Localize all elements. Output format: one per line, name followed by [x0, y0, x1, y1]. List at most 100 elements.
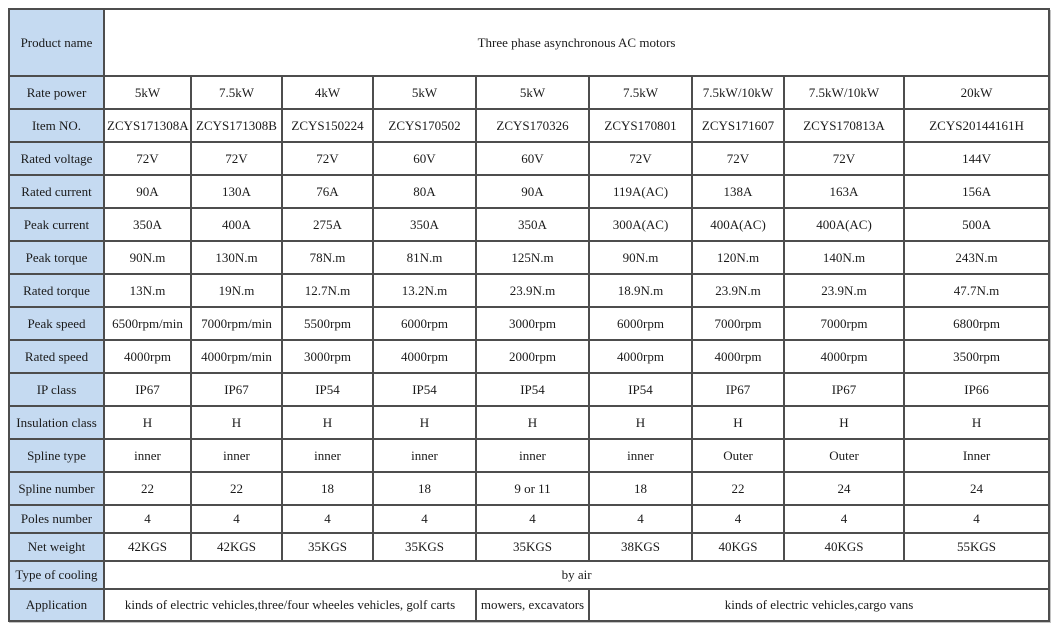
spec-cell: 24	[783, 471, 905, 506]
spec-cell: 4	[588, 504, 693, 534]
spec-cell: 140N.m	[783, 240, 905, 275]
spec-table-head: Product name Three phase asynchronous AC…	[8, 8, 1051, 77]
spec-cell: 4000rpm/min	[190, 339, 283, 374]
table-row: Peak current 350A 400A 275A 350A 350A 300A(AC)…	[8, 207, 1051, 242]
spec-cell: 4	[190, 504, 283, 534]
spec-cell: ZCYS170801	[588, 108, 693, 143]
spec-cell: 300A(AC)	[588, 207, 693, 242]
spec-cell: 60V	[372, 141, 477, 176]
spec-cell: 23.9N.m	[475, 273, 590, 308]
table-row: Item NO. ZCYS171308A ZCYS171308B ZCYS150224…	[8, 108, 1051, 143]
spec-cell: IP67	[103, 372, 192, 407]
motor-spec-table: Product name Three phase asynchronous AC…	[8, 8, 1051, 622]
spec-cell: ZCYS171308B	[190, 108, 283, 143]
row-label: Insulation class	[8, 405, 105, 440]
spec-cell: 138A	[691, 174, 785, 209]
spec-cell: 4	[902, 504, 1051, 534]
spec-cell: 4kW	[281, 75, 374, 110]
spec-cell: 5kW	[475, 75, 590, 110]
spec-cell: inner	[103, 438, 192, 473]
application-row: Application kinds of electric vehicles,t…	[8, 588, 1051, 622]
spec-cell: 400A(AC)	[783, 207, 905, 242]
spec-cell: 130A	[190, 174, 283, 209]
table-row: Insulation class H H H H H H H H H	[8, 405, 1051, 440]
row-label: Rated torque	[8, 273, 105, 308]
spec-cell: 400A(AC)	[691, 207, 785, 242]
spec-cell: 23.9N.m	[783, 273, 905, 308]
spec-cell: IP67	[190, 372, 283, 407]
spec-cell: Outer	[783, 438, 905, 473]
row-label: Rated current	[8, 174, 105, 209]
row-label-cooling: Type of cooling	[8, 560, 105, 590]
table-row: Rated voltage 72V 72V 72V 60V 60V 72V 72V 72V 144…	[8, 141, 1051, 176]
spec-cell: 4	[475, 504, 590, 534]
spec-cell: 72V	[281, 141, 374, 176]
spec-cell: 72V	[783, 141, 905, 176]
spec-cell: 90A	[475, 174, 590, 209]
spec-cell: 7000rpm/min	[190, 306, 283, 341]
spec-cell: inner	[190, 438, 283, 473]
spec-cell: 42KGS	[190, 532, 283, 562]
spec-cell: 243N.m	[902, 240, 1051, 275]
spec-cell: 4	[372, 504, 477, 534]
spec-cell: 35KGS	[372, 532, 477, 562]
spec-cell: 47.7N.m	[902, 273, 1051, 308]
spec-cell: 13.2N.m	[372, 273, 477, 308]
spec-cell: 3000rpm	[475, 306, 590, 341]
spec-cell: 5kW	[103, 75, 192, 110]
spec-cell: H	[190, 405, 283, 440]
spec-cell: H	[902, 405, 1051, 440]
table-row: Net weight 42KGS 42KGS 35KGS 35KGS 35KGS 38KGS…	[8, 532, 1051, 562]
row-label: Rate power	[8, 75, 105, 110]
spec-cell: 500A	[902, 207, 1051, 242]
spec-cell: ZCYS170502	[372, 108, 477, 143]
spec-table-foot: Type of cooling by air Application kinds…	[8, 560, 1051, 622]
spec-cell: 4000rpm	[783, 339, 905, 374]
table-row: IP class IP67 IP67 IP54 IP54 IP54 IP54 IP67 IP67…	[8, 372, 1051, 407]
spec-cell: 90A	[103, 174, 192, 209]
spec-cell: inner	[281, 438, 374, 473]
spec-cell: 7.5kW	[190, 75, 283, 110]
spec-cell: 6000rpm	[588, 306, 693, 341]
spec-cell: H	[588, 405, 693, 440]
table-row: Rated current 90A 130A 76A 80A 90A 119A(AC) 138…	[8, 174, 1051, 209]
spec-cell: IP54	[281, 372, 374, 407]
application-segment: kinds of electric vehicles,three/four wh…	[103, 588, 477, 622]
row-label: Item NO.	[8, 108, 105, 143]
spec-cell: 350A	[475, 207, 590, 242]
spec-cell: ZCYS171308A	[103, 108, 192, 143]
spec-cell: 72V	[103, 141, 192, 176]
spec-cell: 19N.m	[190, 273, 283, 308]
spec-cell: 40KGS	[783, 532, 905, 562]
spec-cell: 7000rpm	[691, 306, 785, 341]
spec-cell: 72V	[691, 141, 785, 176]
spec-cell: 3500rpm	[902, 339, 1051, 374]
spec-cell: 7000rpm	[783, 306, 905, 341]
spec-cell: IP67	[783, 372, 905, 407]
spec-cell: IP66	[902, 372, 1051, 407]
spec-cell: 60V	[475, 141, 590, 176]
spec-cell: 4000rpm	[372, 339, 477, 374]
spec-cell: 7.5kW/10kW	[783, 75, 905, 110]
spec-cell: 4	[281, 504, 374, 534]
spec-cell: IP54	[372, 372, 477, 407]
spec-cell: 18	[372, 471, 477, 506]
row-label-application: Application	[8, 588, 105, 622]
row-label: Net weight	[8, 532, 105, 562]
spec-cell: 119A(AC)	[588, 174, 693, 209]
cooling-row: Type of cooling by air	[8, 560, 1051, 590]
spec-cell: 350A	[103, 207, 192, 242]
row-label: Peak torque	[8, 240, 105, 275]
product-name-row: Product name Three phase asynchronous AC…	[8, 8, 1051, 77]
spec-cell: 4000rpm	[103, 339, 192, 374]
spec-cell: inner	[475, 438, 590, 473]
spec-cell: IP54	[475, 372, 590, 407]
spec-cell: 22	[103, 471, 192, 506]
spec-cell: 6000rpm	[372, 306, 477, 341]
row-label: Peak current	[8, 207, 105, 242]
spec-cell: inner	[588, 438, 693, 473]
spec-cell: H	[691, 405, 785, 440]
spec-cell: 6500rpm/min	[103, 306, 192, 341]
spec-cell: 72V	[588, 141, 693, 176]
spec-cell: 22	[691, 471, 785, 506]
